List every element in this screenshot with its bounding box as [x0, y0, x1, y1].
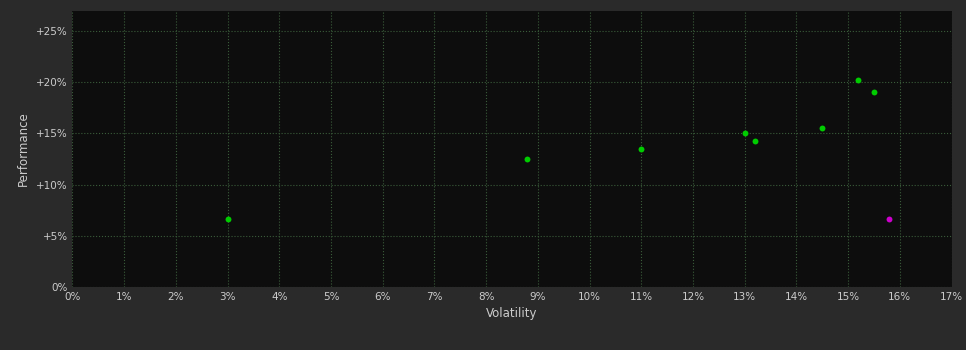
- Point: [882, 217, 897, 222]
- Point: [737, 131, 753, 136]
- Point: [220, 217, 236, 222]
- Point: [520, 156, 535, 162]
- Point: [867, 90, 882, 95]
- Point: [851, 77, 867, 83]
- Point: [748, 138, 763, 144]
- Point: [634, 146, 649, 152]
- Point: [814, 125, 830, 131]
- Y-axis label: Performance: Performance: [17, 111, 30, 186]
- X-axis label: Volatility: Volatility: [486, 307, 538, 320]
